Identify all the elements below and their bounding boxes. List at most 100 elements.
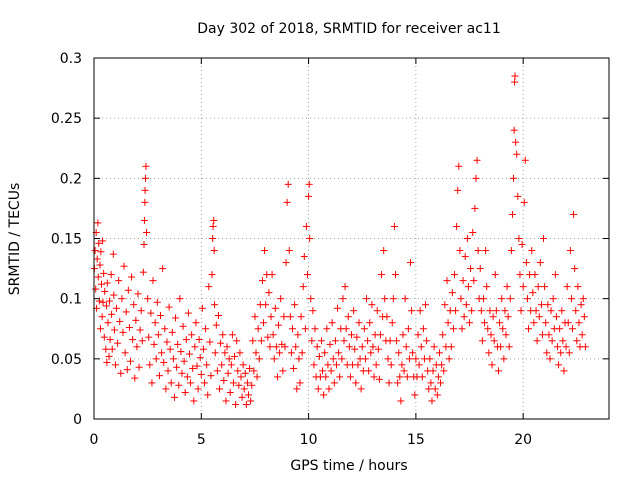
data-point <box>231 352 239 360</box>
data-point <box>429 367 437 375</box>
x-tick-label: 20 <box>514 432 532 448</box>
data-point <box>415 361 423 369</box>
data-point <box>468 307 476 315</box>
data-point <box>116 318 124 326</box>
data-point <box>425 385 433 393</box>
data-point <box>269 331 277 339</box>
data-point <box>367 349 375 357</box>
data-point <box>398 361 406 369</box>
data-point <box>254 325 262 333</box>
data-point <box>479 295 487 303</box>
data-point <box>531 271 539 279</box>
data-point <box>226 389 234 397</box>
data-point <box>209 235 217 242</box>
data-point <box>157 312 165 320</box>
data-point <box>401 295 409 303</box>
data-point <box>201 379 209 387</box>
data-point <box>519 283 527 291</box>
data-point <box>94 219 102 227</box>
data-point <box>257 337 265 345</box>
data-point <box>150 340 158 348</box>
data-point <box>418 373 426 381</box>
data-point <box>511 78 519 86</box>
x-tick-label: 5 <box>197 432 206 448</box>
data-point <box>548 337 556 345</box>
data-point <box>571 265 579 273</box>
data-point <box>314 385 322 393</box>
data-point <box>210 216 218 224</box>
data-point <box>174 340 182 348</box>
data-point <box>412 355 420 363</box>
data-point <box>447 343 455 351</box>
data-point <box>369 343 377 351</box>
data-point <box>428 397 436 405</box>
data-point <box>168 328 176 336</box>
data-point <box>541 283 549 291</box>
y-tick-label: 0.2 <box>60 171 82 187</box>
data-point <box>456 247 464 255</box>
data-point <box>330 379 338 387</box>
data-point <box>560 367 568 375</box>
data-point <box>204 391 212 399</box>
data-point <box>383 313 391 321</box>
data-point <box>484 325 492 333</box>
data-point <box>384 355 392 363</box>
data-point <box>273 373 281 381</box>
data-point <box>386 337 394 345</box>
data-point <box>514 192 522 200</box>
data-point <box>477 307 485 315</box>
data-point <box>445 355 453 363</box>
data-point <box>172 314 180 322</box>
data-point <box>381 295 389 303</box>
data-point <box>455 162 463 170</box>
data-point <box>287 349 295 357</box>
data-point <box>387 361 395 369</box>
data-point <box>336 373 344 381</box>
data-point <box>547 307 555 315</box>
data-point <box>329 355 337 363</box>
data-point <box>122 308 130 316</box>
data-point <box>549 295 557 303</box>
data-point <box>577 301 585 309</box>
data-point <box>474 247 482 255</box>
data-point <box>262 301 270 309</box>
data-point <box>202 325 210 333</box>
y-tick-label: 0.1 <box>60 292 82 308</box>
data-point <box>320 391 328 399</box>
data-point <box>501 307 509 315</box>
data-point <box>441 301 449 309</box>
data-point <box>108 345 116 353</box>
data-point <box>255 355 263 363</box>
data-point <box>438 361 446 369</box>
data-point <box>500 355 508 363</box>
data-point <box>225 355 233 363</box>
data-point <box>121 349 129 357</box>
data-point <box>368 301 376 309</box>
data-point <box>449 325 457 333</box>
data-point <box>92 285 100 293</box>
data-point <box>264 333 272 341</box>
data-point <box>373 307 381 315</box>
data-point <box>220 376 228 384</box>
x-axis-label: GPS time / hours <box>290 458 407 474</box>
data-point <box>510 174 518 182</box>
data-point <box>580 313 588 321</box>
data-point <box>346 373 354 381</box>
data-point <box>120 262 128 270</box>
data-point <box>518 241 526 249</box>
data-point <box>335 349 343 357</box>
data-point <box>332 361 340 369</box>
data-point <box>301 325 309 333</box>
data-point <box>175 381 183 389</box>
data-point <box>466 319 474 327</box>
data-point <box>515 235 523 242</box>
data-point <box>529 289 537 297</box>
data-point <box>170 393 178 401</box>
data-point <box>545 331 553 339</box>
data-point <box>476 265 484 273</box>
data-point <box>105 297 113 305</box>
data-point <box>233 337 241 345</box>
data-point <box>154 331 162 339</box>
data-point <box>394 379 402 387</box>
data-point <box>206 338 214 346</box>
